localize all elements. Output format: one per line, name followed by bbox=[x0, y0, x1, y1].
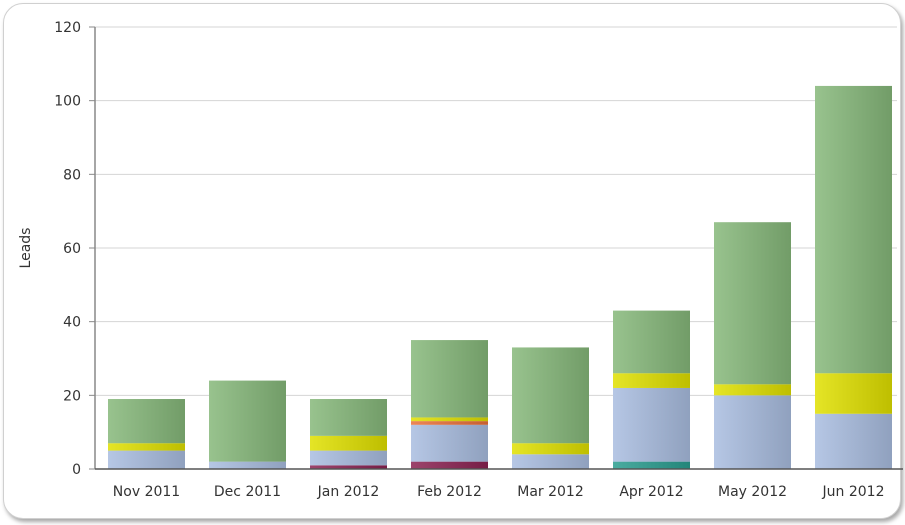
bar-segment-shade bbox=[108, 399, 185, 444]
bar-segment-shade bbox=[714, 395, 791, 469]
bar-segment-shade bbox=[411, 424, 488, 462]
y-tick-label: 60 bbox=[63, 241, 81, 257]
bar-segment-shade bbox=[512, 443, 589, 455]
bar-segment-shade bbox=[209, 461, 286, 469]
bar-segment-shade bbox=[411, 340, 488, 418]
x-tick-label: Jun 2012 bbox=[822, 484, 885, 500]
bar-segment-shade bbox=[310, 435, 387, 451]
bar-segment-shade bbox=[613, 373, 690, 388]
bar-segment-shade bbox=[310, 399, 387, 436]
x-tick-label: Apr 2012 bbox=[619, 484, 683, 500]
bar-segment-shade bbox=[209, 380, 286, 462]
bar-segment-shade bbox=[815, 373, 892, 414]
x-tick-label: Jan 2012 bbox=[317, 484, 380, 500]
y-tick-label: 40 bbox=[63, 315, 81, 331]
bar-segment-shade bbox=[613, 310, 690, 374]
bar-segment-shade bbox=[512, 454, 589, 469]
bar-segment-shade bbox=[310, 465, 387, 469]
y-tick-label: 20 bbox=[63, 388, 81, 404]
y-tick-label: 80 bbox=[63, 167, 81, 183]
bar-segment-shade bbox=[815, 85, 892, 374]
bar-segment-shade bbox=[411, 421, 488, 425]
bar-segment-shade bbox=[411, 461, 488, 469]
bar-segment-shade bbox=[108, 450, 185, 469]
bar-segment-shade bbox=[815, 413, 892, 469]
x-tick-label: May 2012 bbox=[718, 484, 787, 500]
y-tick-label: 0 bbox=[72, 462, 81, 478]
x-tick-label: Mar 2012 bbox=[517, 484, 584, 500]
bar-segment-shade bbox=[613, 461, 690, 469]
x-tick-label: Dec 2011 bbox=[214, 484, 281, 500]
bar-segment-shade bbox=[512, 347, 589, 444]
axes: 0 20 40 60 80 100 120 Nov 2011 Dec 2011 Jan 2012 F… bbox=[54, 20, 903, 500]
y-tick-label: 100 bbox=[54, 94, 81, 110]
bar-segment-shade bbox=[714, 384, 791, 396]
x-tick-label: Feb 2012 bbox=[417, 484, 482, 500]
x-tick-label: Nov 2011 bbox=[113, 484, 180, 500]
bar-segment-shade bbox=[613, 387, 690, 462]
y-tick-label: 120 bbox=[54, 20, 81, 36]
bar-segment-shade bbox=[714, 222, 791, 385]
bar-segment-shade bbox=[108, 443, 185, 451]
y-axis-label: Leads bbox=[18, 228, 34, 269]
bar-segment-shade bbox=[310, 450, 387, 466]
bars bbox=[108, 85, 892, 469]
bar-segment-shade bbox=[411, 417, 488, 422]
